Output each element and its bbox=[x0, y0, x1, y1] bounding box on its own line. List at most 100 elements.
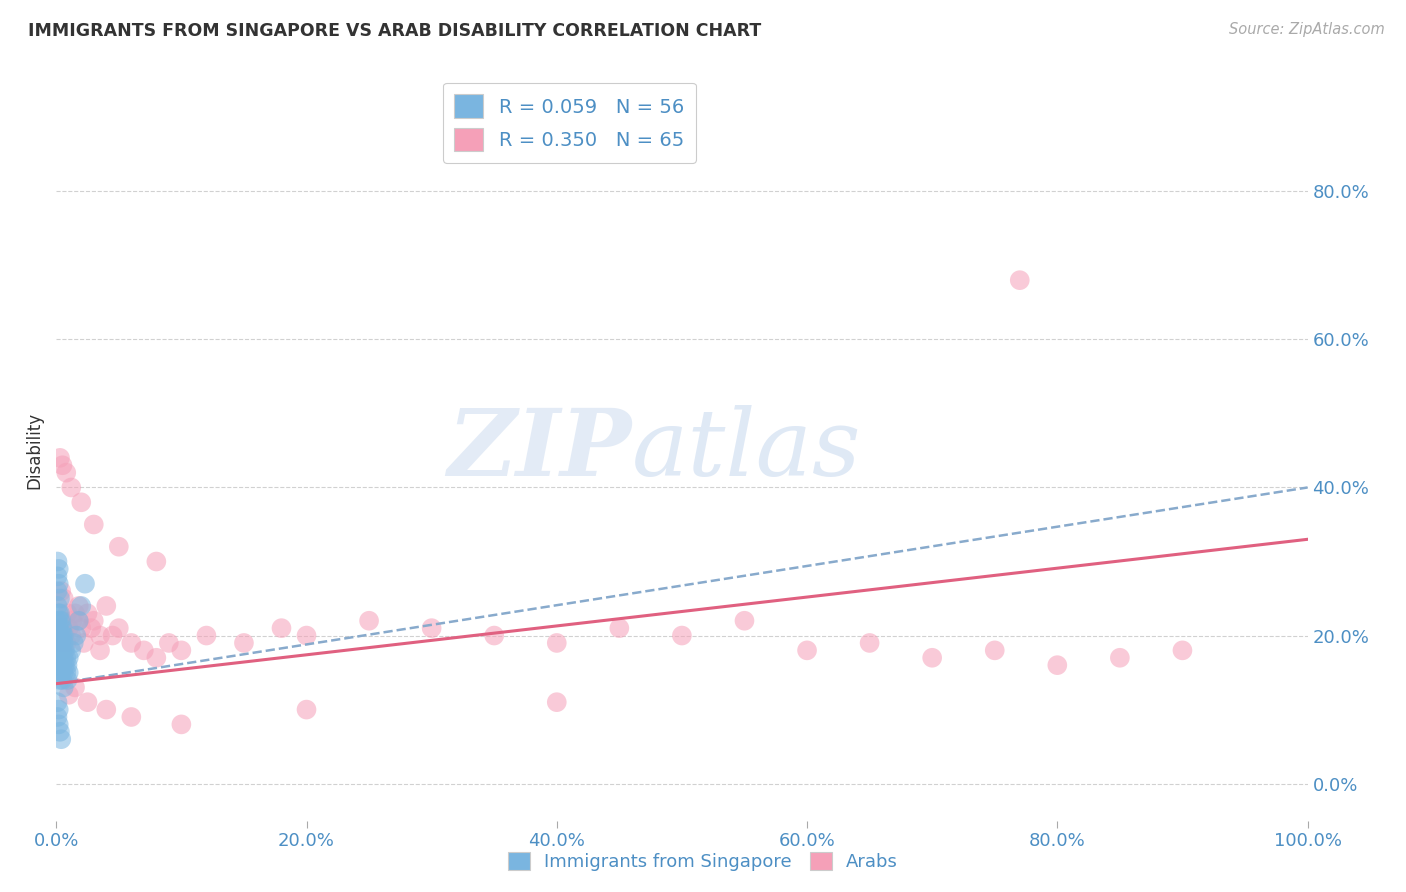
Point bbox=[52, 681, 75, 695]
Point bbox=[145, 650, 167, 665]
Point bbox=[52, 636, 75, 650]
Point bbox=[145, 554, 167, 569]
Point bbox=[51, 621, 73, 635]
Point bbox=[48, 607, 70, 621]
Point bbox=[51, 643, 73, 657]
Point bbox=[67, 599, 90, 613]
Point bbox=[546, 695, 568, 709]
Point bbox=[83, 614, 105, 628]
Point bbox=[60, 480, 83, 494]
Point bbox=[46, 710, 69, 724]
Point bbox=[51, 732, 73, 747]
Point bbox=[49, 621, 72, 635]
Point bbox=[56, 658, 79, 673]
Point bbox=[70, 599, 93, 613]
Legend: R = 0.059   N = 56, R = 0.350   N = 65: R = 0.059 N = 56, R = 0.350 N = 65 bbox=[443, 83, 696, 163]
Point bbox=[89, 643, 111, 657]
Point bbox=[46, 599, 69, 613]
Point bbox=[53, 643, 76, 657]
Point bbox=[796, 643, 818, 657]
Point bbox=[48, 636, 70, 650]
Point bbox=[58, 688, 80, 702]
Point bbox=[83, 517, 105, 532]
Point bbox=[58, 621, 80, 635]
Point bbox=[858, 636, 880, 650]
Point bbox=[51, 628, 73, 642]
Point bbox=[49, 643, 72, 657]
Point bbox=[52, 643, 75, 657]
Point bbox=[51, 621, 73, 635]
Point bbox=[70, 495, 93, 509]
Point bbox=[48, 703, 70, 717]
Point bbox=[108, 621, 131, 635]
Point bbox=[65, 628, 87, 642]
Point bbox=[46, 695, 69, 709]
Point bbox=[51, 458, 73, 473]
Point bbox=[46, 584, 69, 599]
Point bbox=[484, 628, 506, 642]
Point bbox=[1171, 643, 1194, 657]
Point bbox=[170, 643, 193, 657]
Point bbox=[195, 628, 218, 642]
Text: IMMIGRANTS FROM SINGAPORE VS ARAB DISABILITY CORRELATION CHART: IMMIGRANTS FROM SINGAPORE VS ARAB DISABI… bbox=[28, 22, 762, 40]
Point bbox=[58, 650, 80, 665]
Point bbox=[53, 628, 76, 642]
Point bbox=[295, 703, 318, 717]
Point bbox=[108, 540, 131, 554]
Point bbox=[52, 591, 75, 606]
Point bbox=[73, 636, 96, 650]
Point bbox=[49, 614, 72, 628]
Point bbox=[63, 607, 86, 621]
Point bbox=[1046, 658, 1069, 673]
Point bbox=[48, 665, 70, 680]
Point bbox=[56, 673, 79, 687]
Point bbox=[55, 466, 77, 480]
Point bbox=[73, 576, 96, 591]
Point bbox=[132, 643, 155, 657]
Point bbox=[55, 665, 77, 680]
Point bbox=[120, 636, 142, 650]
Point bbox=[46, 643, 69, 657]
Point bbox=[101, 628, 124, 642]
Point bbox=[609, 621, 631, 635]
Point bbox=[89, 628, 111, 642]
Point bbox=[49, 450, 72, 465]
Point bbox=[80, 621, 103, 635]
Point bbox=[49, 724, 72, 739]
Point bbox=[359, 614, 381, 628]
Point bbox=[46, 614, 69, 628]
Point bbox=[58, 665, 80, 680]
Point bbox=[1008, 273, 1031, 287]
Point bbox=[233, 636, 256, 650]
Point bbox=[51, 636, 73, 650]
Point bbox=[51, 628, 73, 642]
Point bbox=[46, 554, 69, 569]
Point bbox=[420, 621, 443, 635]
Point bbox=[55, 636, 77, 650]
Point bbox=[51, 614, 73, 628]
Point bbox=[120, 710, 142, 724]
Point bbox=[62, 636, 84, 650]
Point bbox=[49, 673, 72, 687]
Text: Source: ZipAtlas.com: Source: ZipAtlas.com bbox=[1229, 22, 1385, 37]
Point bbox=[56, 607, 79, 621]
Point bbox=[51, 650, 73, 665]
Point bbox=[60, 628, 83, 642]
Point bbox=[48, 717, 70, 731]
Point bbox=[49, 591, 72, 606]
Legend: Immigrants from Singapore, Arabs: Immigrants from Singapore, Arabs bbox=[501, 845, 905, 879]
Point bbox=[157, 636, 180, 650]
Point bbox=[48, 650, 70, 665]
Point bbox=[76, 607, 98, 621]
Point bbox=[52, 628, 75, 642]
Point bbox=[51, 673, 73, 687]
Point bbox=[734, 614, 756, 628]
Point bbox=[52, 650, 75, 665]
Point bbox=[48, 562, 70, 576]
Point bbox=[49, 628, 72, 642]
Text: ZIP: ZIP bbox=[447, 406, 631, 495]
Y-axis label: Disability: Disability bbox=[25, 412, 44, 489]
Point bbox=[921, 650, 943, 665]
Point bbox=[270, 621, 292, 635]
Point bbox=[1109, 650, 1132, 665]
